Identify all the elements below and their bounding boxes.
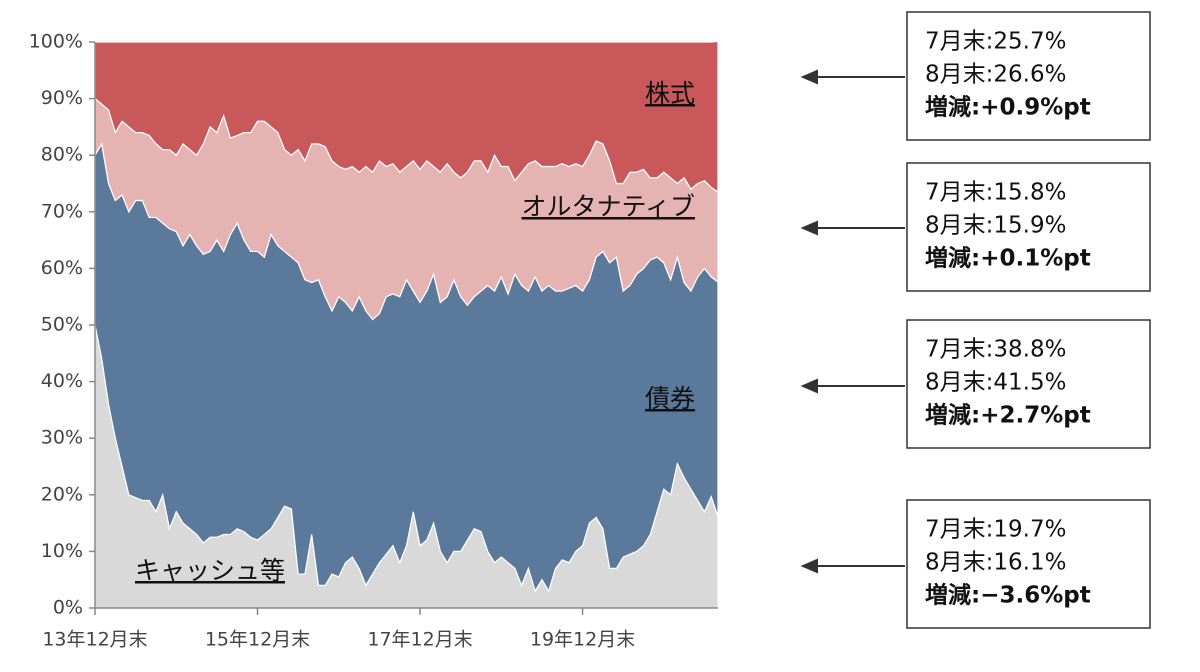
series-label: 債券 bbox=[645, 384, 695, 413]
annotation-box: 7月末:25.7% 8月末:26.6% 増減:+0.9%pt bbox=[906, 11, 1151, 141]
box-frame bbox=[906, 162, 1151, 292]
y-tick-label: 0% bbox=[53, 597, 83, 619]
box-line: 7月末:19.7% bbox=[925, 517, 1066, 543]
arrows bbox=[800, 69, 905, 574]
box-line: 増減:+2.7%pt bbox=[925, 402, 1091, 429]
y-tick-label: 80% bbox=[41, 144, 83, 166]
area bbox=[94, 40, 719, 194]
x-tick-label: 15年12月末 bbox=[205, 629, 310, 651]
x-tick-label: 19年12月末 bbox=[530, 629, 635, 651]
y-tick-label: 70% bbox=[41, 200, 83, 222]
y-tick-label: 50% bbox=[41, 314, 83, 336]
box-line: 7月末:25.7% bbox=[925, 29, 1066, 55]
y-tick-label: 100% bbox=[29, 31, 83, 53]
box-frame bbox=[906, 319, 1151, 449]
y-tick-label: 40% bbox=[41, 370, 83, 392]
annotation-box: 7月末:15.8% 8月末:15.9% 増減:+0.1%pt bbox=[906, 162, 1151, 292]
y-tick-label: 10% bbox=[41, 540, 83, 562]
box-frame bbox=[906, 11, 1151, 141]
x-tick-label: 13年12月末 bbox=[42, 629, 147, 651]
box-line: 8月末:16.1% bbox=[925, 550, 1066, 576]
y-tick-label: 20% bbox=[41, 483, 83, 505]
box-line: 増減:−3.6%pt bbox=[925, 582, 1091, 609]
annotation-box: 7月末:19.7% 8月末:16.1% 増減:−3.6%pt bbox=[906, 499, 1151, 629]
box-line: 8月末:15.9% bbox=[925, 213, 1066, 239]
series-label: 株式 bbox=[645, 79, 695, 108]
y-tick-label: 30% bbox=[41, 427, 83, 449]
y-tick-label: 60% bbox=[41, 257, 83, 279]
box-line: 7月末:38.8% bbox=[925, 337, 1066, 363]
y-tick-label: 90% bbox=[41, 87, 83, 109]
box-line: 増減:+0.9%pt bbox=[925, 94, 1091, 121]
x-tick-label: 17年12月末 bbox=[367, 629, 472, 651]
box-frame bbox=[906, 499, 1151, 629]
annotation-box: 7月末:38.8% 8月末:41.5% 増減:+2.7%pt bbox=[906, 319, 1151, 449]
series-label: キャッシュ等 bbox=[135, 556, 285, 585]
box-line: 8月末:26.6% bbox=[925, 62, 1066, 88]
box-line: 7月末:15.8% bbox=[925, 180, 1066, 206]
box-line: 増減:+0.1%pt bbox=[925, 245, 1091, 272]
series-label: オルタナティブ bbox=[521, 192, 695, 221]
box-line: 8月末:41.5% bbox=[925, 370, 1066, 396]
